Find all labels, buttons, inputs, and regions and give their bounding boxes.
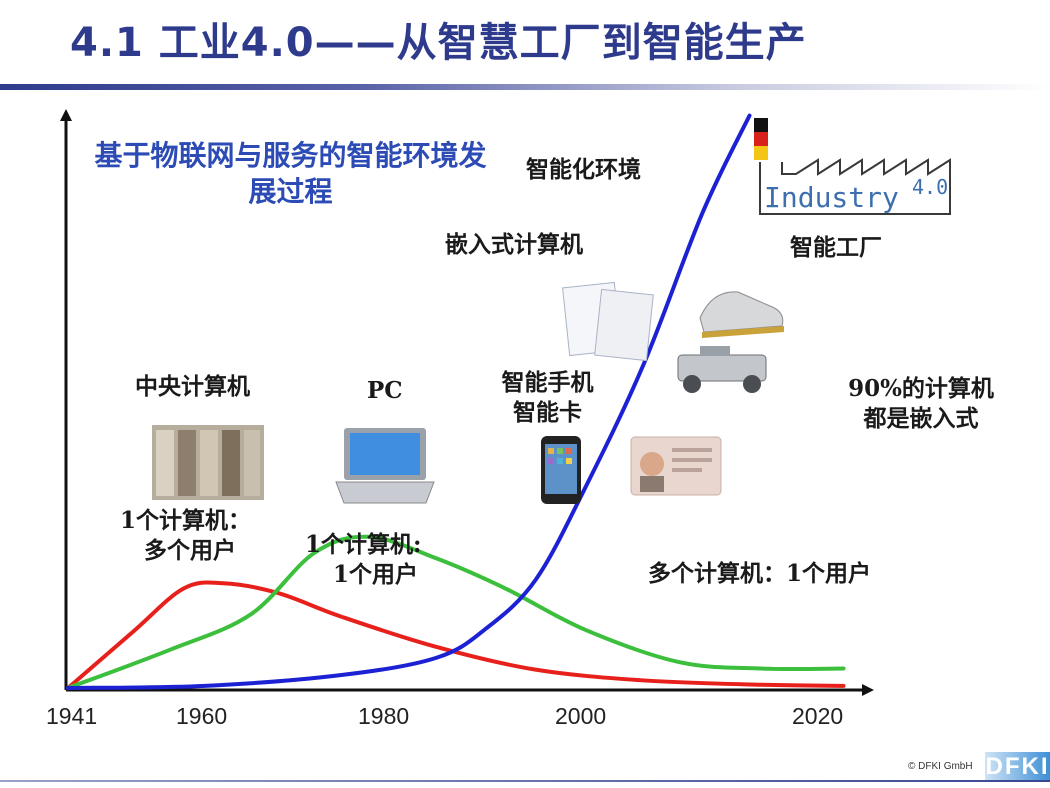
x-tick-1980: 1980 (358, 703, 410, 729)
mainframe-image (152, 425, 264, 500)
x-tick-2000: 2000 (555, 703, 607, 729)
robot-car-image (677, 346, 767, 393)
label-pc: PC (367, 377, 403, 404)
id-card-image (630, 436, 722, 496)
label-one-computer-one-user: 1个计算机: 1个用户 (305, 530, 422, 590)
label-one-one-line2: 1个用户 (333, 561, 419, 588)
label-many-computers-one-user: 多个计算机：1个用户 (648, 560, 872, 587)
x-tick-1960: 1960 (176, 703, 228, 729)
label-mainframe: 中央计算机 (135, 373, 250, 400)
series-red-mainframe (66, 580, 846, 690)
label-embedded-share-line1: 90%的计算机 (848, 375, 994, 402)
label-embedded-computer: 嵌入式计算机 (445, 231, 583, 258)
smartphone-image (541, 436, 581, 504)
x-tick-2020: 2020 (792, 703, 844, 729)
label-smartcard: 智能卡 (513, 399, 582, 426)
label-smart-environment: 智能化环境 (526, 156, 641, 183)
label-smart-factory: 智能工厂 (790, 234, 882, 261)
chart-subtitle: 基于物联网与服务的智能环境发展过程 (94, 139, 487, 208)
label-smartphone: 智能手机 (501, 369, 594, 396)
label-embedded-share-line2: 都是嵌入式 (863, 405, 979, 432)
label-one-computer-many-users: 1个计算机： 多个用户 (120, 506, 251, 566)
laptop-image (335, 428, 435, 504)
x-tick-1941: 1941 (46, 703, 98, 729)
label-one-many-line1: 1个计算机： (120, 507, 252, 534)
sneaker-image (699, 291, 784, 338)
document-image (562, 281, 654, 362)
label-one-many-line2: 多个用户 (144, 537, 236, 564)
label-embedded-share: 90%的计算机 都是嵌入式 (826, 374, 1016, 434)
copyright-text: © DFKI GmbH (908, 761, 973, 772)
series-layer (66, 113, 846, 690)
series-blue-embedded (66, 113, 752, 690)
series-green-pc (66, 534, 846, 690)
slide-title: 4.1 工业4.0——从智慧工厂到智能生产 (70, 20, 807, 66)
label-one-one-line1: 1个计算机: (305, 531, 422, 558)
title-rule (0, 84, 1050, 90)
industry-logo-version: 4.0 (912, 175, 948, 199)
label-smartphone-card: 智能手机 智能卡 (485, 368, 610, 428)
footer-rule (0, 780, 1050, 782)
dfki-logo: DFKI (985, 752, 1050, 782)
industry-logo-text: Industry (764, 181, 899, 214)
industry-logo: Industry 4.0 (754, 118, 951, 215)
